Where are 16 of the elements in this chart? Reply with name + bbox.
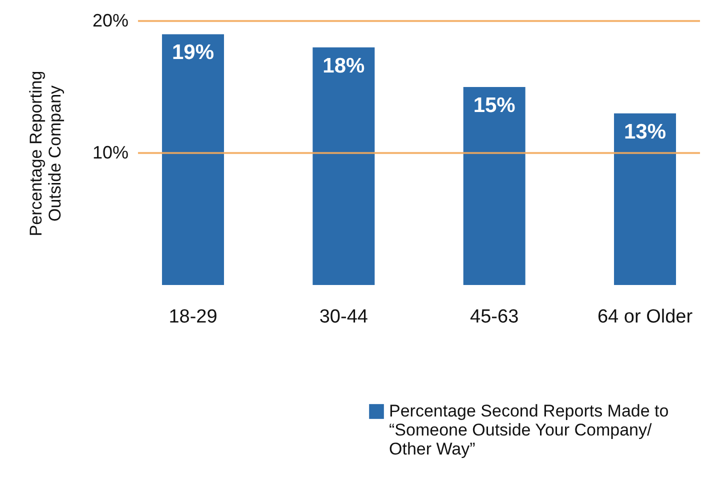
legend-label: Percentage Second Reports Made to “Someone Outside Your Company/ Other Way” bbox=[389, 402, 669, 458]
x-tick-label: 45-63 bbox=[470, 306, 519, 328]
bar bbox=[614, 113, 676, 285]
bar bbox=[162, 34, 224, 285]
bar bbox=[463, 87, 526, 285]
x-tick-label: 18-29 bbox=[168, 306, 218, 328]
y-axis-title: Percentage Reporting Outside Company bbox=[26, 70, 64, 236]
y-tick-label: 10% bbox=[92, 142, 128, 162]
text: 18% bbox=[322, 54, 365, 78]
bar bbox=[312, 47, 375, 285]
text: 19% bbox=[172, 41, 214, 64]
text: 15% bbox=[473, 94, 516, 117]
x-tick-label: 30-44 bbox=[319, 306, 368, 328]
y-tick-label: 20% bbox=[92, 10, 128, 30]
x-tick-label: 64 or Older bbox=[597, 306, 694, 328]
text: 13% bbox=[624, 120, 666, 144]
